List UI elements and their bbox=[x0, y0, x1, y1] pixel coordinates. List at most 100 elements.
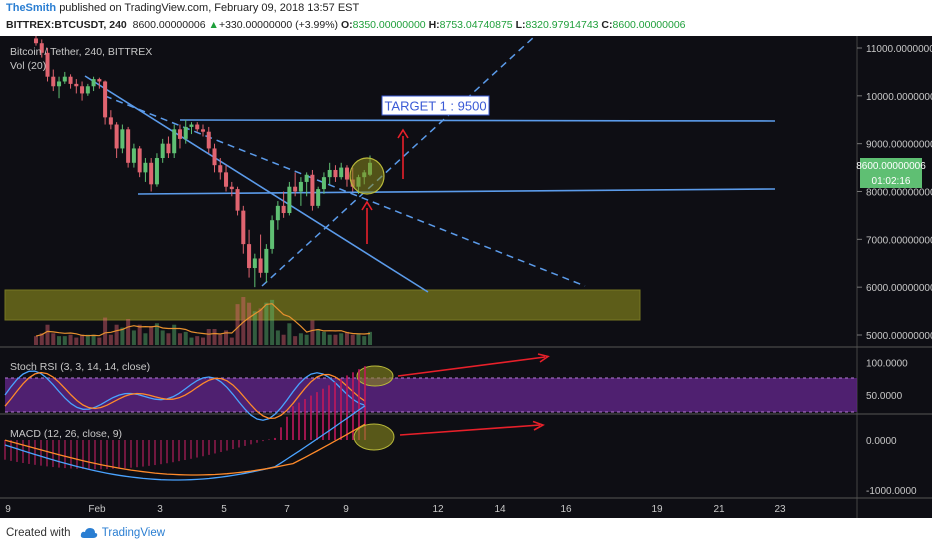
volume-bar bbox=[80, 334, 85, 345]
up-arrow-icon: ▲ bbox=[208, 19, 219, 31]
price-tick-label: 7000.00000000 bbox=[866, 235, 932, 246]
time-tick-label: Feb bbox=[88, 504, 106, 515]
macd-highlight-ellipse[interactable] bbox=[353, 423, 395, 451]
macd-hist-bar bbox=[172, 440, 174, 463]
tradingview-link[interactable]: TradingView bbox=[101, 527, 166, 540]
volume-bar bbox=[316, 329, 321, 345]
volume-bar bbox=[114, 324, 119, 345]
macd-signal-line bbox=[4, 423, 366, 476]
dashed-up-trendline[interactable] bbox=[261, 35, 536, 287]
candle-body bbox=[97, 79, 102, 82]
candle-body bbox=[252, 258, 257, 269]
arrowhead-icon bbox=[537, 353, 550, 363]
macd-hist-bar bbox=[268, 439, 270, 441]
candle-body bbox=[160, 143, 165, 159]
last-price: 8600.00000006 bbox=[132, 19, 206, 31]
candle-body bbox=[281, 205, 286, 214]
rsi-tick-label: 100.0000 bbox=[866, 359, 908, 370]
volume-bar bbox=[293, 336, 298, 345]
volume-bar bbox=[172, 324, 177, 345]
price-tag bbox=[860, 158, 922, 173]
macd-hist-bar bbox=[214, 440, 216, 454]
target-label-box[interactable] bbox=[381, 95, 490, 116]
candle-body bbox=[247, 244, 252, 269]
time-tick-label: 3 bbox=[157, 504, 163, 515]
macd-hist-bar bbox=[64, 440, 66, 469]
volume-bar bbox=[310, 320, 315, 345]
price-tick-label: 5000.00000000 bbox=[866, 331, 932, 342]
rsi-red-arrow[interactable] bbox=[397, 356, 546, 377]
time-tick-label: 19 bbox=[651, 504, 663, 515]
resistance-line[interactable] bbox=[179, 119, 776, 122]
candle-body bbox=[195, 124, 200, 130]
candle-body bbox=[316, 189, 321, 206]
macd-hist-bar bbox=[298, 402, 300, 440]
trendlines[interactable] bbox=[84, 35, 776, 293]
macd-red-arrow[interactable] bbox=[399, 424, 541, 436]
red-arrows[interactable] bbox=[361, 128, 409, 244]
support-zone[interactable] bbox=[4, 289, 641, 321]
macd-hist-bar bbox=[124, 440, 126, 469]
volume-bar bbox=[270, 299, 275, 345]
volume-bar bbox=[212, 329, 217, 345]
macd-hist-bar bbox=[10, 440, 12, 461]
candle-body bbox=[51, 76, 56, 87]
macd-hist-bar bbox=[334, 381, 336, 440]
arrowhead-icon bbox=[361, 200, 373, 211]
chart-area[interactable]: TARGET 1 : 9500 Bitcoin / Tether, 240, B… bbox=[0, 35, 932, 518]
macd-hist-bar bbox=[142, 440, 144, 467]
candle-body bbox=[287, 186, 292, 214]
macd-hist-bar bbox=[250, 440, 252, 445]
macd-hist-bar bbox=[130, 440, 132, 468]
candle-body bbox=[321, 177, 326, 190]
support-line[interactable] bbox=[137, 188, 776, 195]
candle-body bbox=[327, 169, 332, 178]
volume-bar bbox=[362, 336, 367, 345]
volume-bar bbox=[189, 337, 194, 345]
volume-bar bbox=[298, 333, 303, 345]
macd-hist-bar bbox=[352, 372, 354, 440]
macd-hist-bar bbox=[310, 395, 312, 440]
volume-bar bbox=[258, 308, 263, 345]
macd-hist-bar bbox=[346, 375, 348, 440]
macd-hist-bar bbox=[262, 440, 264, 442]
price-tick-label: 10000.00000000 bbox=[866, 92, 932, 103]
author-link[interactable]: TheSmith bbox=[6, 2, 57, 14]
price-tick-label: 8000.00000000 bbox=[866, 188, 932, 199]
volume-bar bbox=[57, 336, 62, 345]
price-axis[interactable]: 5000.00000000 6000.00000000 7000.00000000 8… bbox=[857, 44, 932, 497]
volume-bar bbox=[356, 333, 361, 345]
high-label: H: bbox=[428, 19, 440, 31]
macd-hist-bar bbox=[58, 440, 60, 468]
chart-canvas[interactable]: TARGET 1 : 9500 Bitcoin / Tether, 240, B… bbox=[0, 35, 932, 518]
rsi-tick-label: 50.0000 bbox=[866, 391, 903, 402]
macd-hist-bar bbox=[220, 440, 222, 453]
volume-bar bbox=[62, 336, 67, 345]
open-value: 8350.00000000 bbox=[352, 19, 426, 31]
price-tick-label: 6000.00000000 bbox=[866, 283, 932, 294]
arrowhead-icon bbox=[532, 420, 545, 431]
volume-bar bbox=[252, 311, 257, 345]
price-tick-label: 9000.00000000 bbox=[866, 140, 932, 151]
candle-body bbox=[339, 167, 344, 178]
macd-hist-bar bbox=[148, 440, 150, 466]
volume-bar bbox=[160, 330, 165, 345]
macd-tick-label: -1000.0000 bbox=[866, 486, 917, 497]
candle-body bbox=[126, 129, 131, 163]
rsi-highlight-ellipse[interactable] bbox=[356, 365, 394, 387]
volume-bar bbox=[235, 304, 240, 345]
time-tick-label: 9 bbox=[343, 504, 349, 515]
volume-bar bbox=[304, 334, 309, 345]
volume-bar bbox=[39, 333, 44, 345]
macd-hist-bar bbox=[232, 440, 234, 450]
volume-bar bbox=[350, 334, 355, 345]
down-trendline[interactable] bbox=[84, 75, 429, 293]
macd-hist-bar bbox=[244, 440, 246, 446]
macd-hist-bar bbox=[94, 440, 96, 470]
macd-hist-bar bbox=[22, 440, 24, 463]
macd-hist-bar bbox=[328, 385, 330, 440]
time-axis[interactable]: 9 Feb 3 5 7 9 12 14 16 19 21 23 bbox=[5, 504, 786, 515]
highlight-ellipse[interactable] bbox=[349, 157, 385, 195]
candle-body bbox=[91, 79, 96, 87]
macd-hist-bar bbox=[154, 440, 156, 466]
